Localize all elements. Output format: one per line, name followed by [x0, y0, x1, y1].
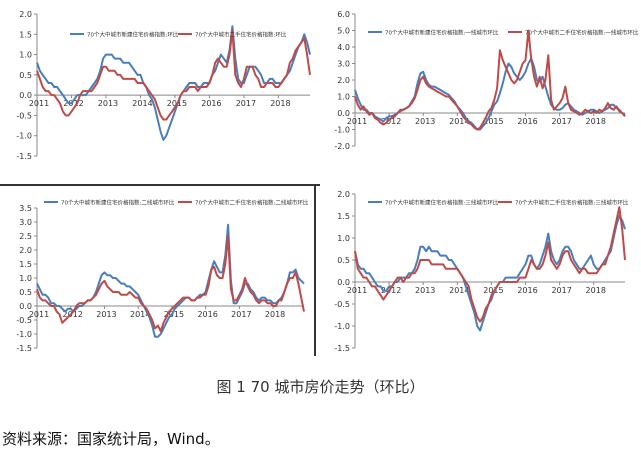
y-tick-label: 1.0 [19, 51, 32, 60]
y-tick-label: 0.0 [337, 278, 350, 287]
x-tick-label: 2011 [347, 286, 367, 295]
y-tick-label: 6.0 [337, 10, 350, 19]
y-tick-label: -1.0 [16, 132, 32, 141]
legend-label: 70个大中城市新建住宅价格指数:二线城市环比 [61, 199, 175, 207]
legend-label: 70个大中城市二手住宅价格指数:环比 [195, 31, 287, 39]
x-tick-label: 2018 [586, 117, 606, 126]
x-tick-label: 2014 [132, 99, 152, 108]
series-line-new-homes [354, 215, 626, 332]
x-tick-label: 2011 [29, 310, 49, 319]
x-tick-label: 2016 [517, 117, 537, 126]
chart-tier2: -1.5 -1.0 -0.5 0.0 0.5 1.0 1.5 2.0 2.5 3.0 3.5 2011… [16, 199, 309, 354]
y-tick-label: -0.5 [16, 111, 32, 120]
x-tick-label: 2015 [483, 117, 503, 126]
y-tick-label: 2.0 [337, 76, 350, 85]
x-tick-label: 2017 [236, 99, 256, 108]
y-tick-label: 1.0 [337, 93, 350, 102]
y-tick-label: 0.5 [19, 288, 32, 297]
y-tick-label: 2.5 [19, 232, 32, 241]
chart-tier1: -2.0 -1.0 0.0 1.0 2.0 3.0 4.0 5.0 6.0 2011 2012 201… [334, 10, 639, 151]
y-tick-label: 0.5 [19, 71, 32, 80]
x-tick-label: 2012 [63, 99, 83, 108]
y-tick-label: 1.5 [19, 260, 32, 269]
y-tick-label: 2.0 [337, 190, 350, 199]
x-tick-label: 2015 [164, 310, 184, 319]
x-tick-label: 2012 [381, 117, 401, 126]
x-tick-label: 2011 [29, 99, 49, 108]
y-tick-label: -1.0 [334, 126, 350, 135]
y-tick-label: -1.5 [16, 152, 32, 161]
source-note: 资料来源：国家统计局，Wind。 [2, 430, 220, 448]
y-tick-label: 0.0 [19, 91, 32, 100]
y-tick-label: 2.0 [19, 246, 32, 255]
chart-national: -1.5 -1.0 -0.5 0.0 0.5 1.0 1.5 2.0 2011 2012 2013 2… [16, 10, 311, 161]
legend-label: 70个大中城市二手住宅价格指数:三线城市环比 [515, 199, 629, 207]
x-tick-label: 2016 [201, 99, 221, 108]
x-tick-label: 2017 [231, 310, 251, 319]
series-line-second-hand [354, 206, 626, 323]
y-tick-label: -0.5 [334, 300, 350, 309]
y-tick-label: -1.5 [334, 344, 350, 353]
series-line-second-hand [36, 29, 311, 121]
x-tick-label: 2014 [130, 310, 150, 319]
y-tick-label: 1.0 [19, 274, 32, 283]
x-tick-label: 2018 [265, 310, 285, 319]
y-tick-label: 1.0 [337, 234, 350, 243]
legend-label: 70个大中城市二手住宅价格指数:二线城市环比 [195, 199, 309, 207]
legend-label: 70个大中城市新建住宅价格指数:环比 [87, 31, 179, 39]
chart-grid: -1.5 -1.0 -0.5 0.0 0.5 1.0 1.5 2.0 2011 2012 2013 2… [16, 10, 639, 354]
x-tick-label: 2016 [517, 286, 537, 295]
x-tick-label: 2011 [347, 117, 367, 126]
series-line-second-hand [354, 29, 626, 131]
y-tick-label: -1.5 [16, 344, 32, 353]
x-tick-label: 2012 [381, 286, 401, 295]
series-line-new-homes [36, 25, 311, 141]
x-tick-label: 2018 [586, 286, 606, 295]
x-tick-label: 2018 [270, 99, 290, 108]
x-tick-label: 2013 [415, 117, 435, 126]
legend-label: 70个大中城市新建住宅价格指数:一线城市环比 [385, 29, 499, 37]
x-tick-label: 2016 [197, 310, 217, 319]
x-tick-label: 2013 [98, 99, 118, 108]
y-tick-label: -0.5 [16, 316, 32, 325]
y-tick-label: 0.0 [19, 302, 32, 311]
y-tick-label: 4.0 [337, 43, 350, 52]
y-tick-label: 3.0 [337, 60, 350, 69]
x-tick-label: 2017 [551, 286, 571, 295]
panel-separator-horizontal [0, 184, 320, 186]
x-tick-label: 2014 [449, 286, 469, 295]
x-tick-label: 2013 [96, 310, 116, 319]
y-tick-label: 0.0 [337, 109, 350, 118]
panel-separator-vertical [314, 184, 316, 356]
y-tick-label: 1.5 [19, 30, 32, 39]
series-line-second-hand [36, 235, 305, 333]
y-tick-label: 2.0 [19, 10, 32, 19]
x-tick-label: 2012 [63, 310, 83, 319]
figure-caption: 图 1 70 城市房价走势（环比） [216, 378, 425, 396]
x-tick-label: 2013 [415, 286, 435, 295]
y-tick-label: 5.0 [337, 27, 350, 36]
y-tick-label: -1.0 [334, 322, 350, 331]
legend-label: 70个大中城市新建住宅价格指数:三线城市环比 [385, 199, 499, 207]
y-tick-label: 0.5 [337, 256, 350, 265]
y-tick-label: 1.5 [337, 212, 350, 221]
y-tick-label: -1.0 [16, 330, 32, 339]
x-tick-label: 2017 [551, 117, 571, 126]
y-tick-label: 3.5 [19, 204, 32, 213]
legend-label: 70个大中城市二手住宅价格指数:一线城市环比 [525, 29, 639, 37]
y-tick-label: 3.0 [19, 218, 32, 227]
y-tick-label: -2.0 [334, 142, 350, 151]
chart-tier3: -1.5 -1.0 -0.5 0.0 0.5 1.0 1.5 2.0 2011 2012 2013 2… [334, 190, 629, 353]
series-line-new-homes [36, 223, 305, 338]
x-tick-label: 2014 [449, 117, 469, 126]
